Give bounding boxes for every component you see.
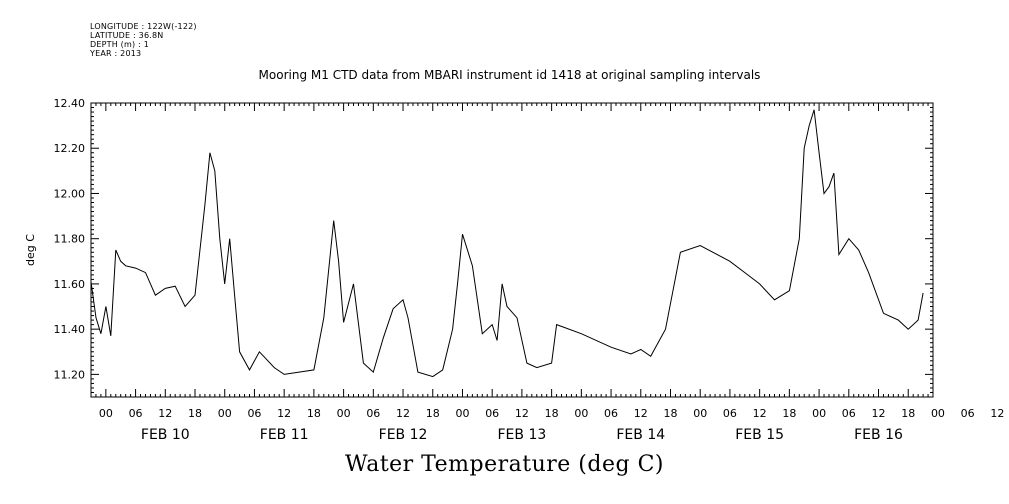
longitude-label: LONGITUDE : 122W(-122) [90, 22, 197, 31]
x-tick-label: 06 [961, 407, 975, 420]
chart-title-text: Mooring M1 CTD data from MBARI instrumen… [258, 68, 761, 82]
x-tick-label: 06 [723, 407, 737, 420]
x-tick-label: 00 [931, 407, 945, 420]
x-tick-label: 00 [337, 407, 351, 420]
x-day-label: FEB 11 [260, 427, 309, 443]
y-axis: 11.20 11.40 11.60 11.80 12.00 12.20 12.40 [54, 97, 933, 398]
x-tick-label: 18 [663, 407, 677, 420]
x-tick-label: 12 [158, 407, 172, 420]
x-tick-label: 12 [634, 407, 648, 420]
x-day-label: FEB 15 [735, 427, 784, 443]
x-tick-label: 00 [218, 407, 232, 420]
x-tick-label: 06 [129, 407, 143, 420]
x-day-label: FEB 16 [854, 427, 903, 443]
x-tick-label: 12 [872, 407, 886, 420]
x-tick-label: 06 [247, 407, 261, 420]
x-day-label: FEB 10 [141, 427, 190, 443]
y-tick-label: 12.20 [54, 142, 86, 155]
latitude-label: LATITUDE : 36.8N [90, 31, 164, 40]
year-label: YEAR : 2013 [90, 49, 142, 58]
x-tick-label: 12 [396, 407, 410, 420]
y-tick-label: 12.40 [54, 97, 86, 110]
x-tick-label: 18 [901, 407, 915, 420]
x-tick-label: 06 [842, 407, 856, 420]
x-tick-label: 06 [485, 407, 499, 420]
x-day-label: FEB 12 [379, 427, 428, 443]
x-tick-label: 12 [753, 407, 767, 420]
x-tick-label: 18 [545, 407, 559, 420]
x-day-label: FEB 13 [498, 427, 547, 443]
x-tick-label: 06 [366, 407, 380, 420]
y-tick-label: 11.20 [54, 368, 86, 381]
location-metadata: LONGITUDE : 122W(-122) LATITUDE : 36.8N … [90, 22, 197, 58]
x-tick-label: 18 [426, 407, 440, 420]
x-tick-label: 18 [188, 407, 202, 420]
x-tick-label: 18 [782, 407, 796, 420]
y-axis-label: deg C [24, 234, 37, 266]
x-tick-label: 00 [693, 407, 707, 420]
x-tick-label: 00 [455, 407, 469, 420]
x-tick-label: 00 [812, 407, 826, 420]
x-tick-label: 12 [990, 407, 1004, 420]
x-tick-label: 12 [515, 407, 529, 420]
x-axis: 00 06 12 18 00 06 12 18 00 06 12 18 00 06 12 18 00 06 12 18… [90, 103, 1004, 443]
chart-title: Mooring M1 CTD data from MBARI instrumen… [0, 68, 1009, 82]
x-tick-label: 06 [604, 407, 618, 420]
x-tick-label: 12 [277, 407, 291, 420]
plot-frame [90, 102, 934, 398]
x-tick-label: 00 [99, 407, 113, 420]
y-tick-label: 11.60 [54, 278, 86, 291]
depth-label: DEPTH (m) : 1 [90, 40, 149, 49]
footer-title: Water Temperature (deg C) [345, 452, 664, 477]
y-tick-label: 11.40 [54, 323, 86, 336]
x-day-label: FEB 14 [616, 427, 665, 443]
temperature-series-line [90, 109, 924, 378]
y-tick-label: 11.80 [54, 233, 86, 246]
x-tick-label: 18 [307, 407, 321, 420]
x-tick-label: 00 [574, 407, 588, 420]
y-tick-label: 12.00 [54, 187, 86, 200]
